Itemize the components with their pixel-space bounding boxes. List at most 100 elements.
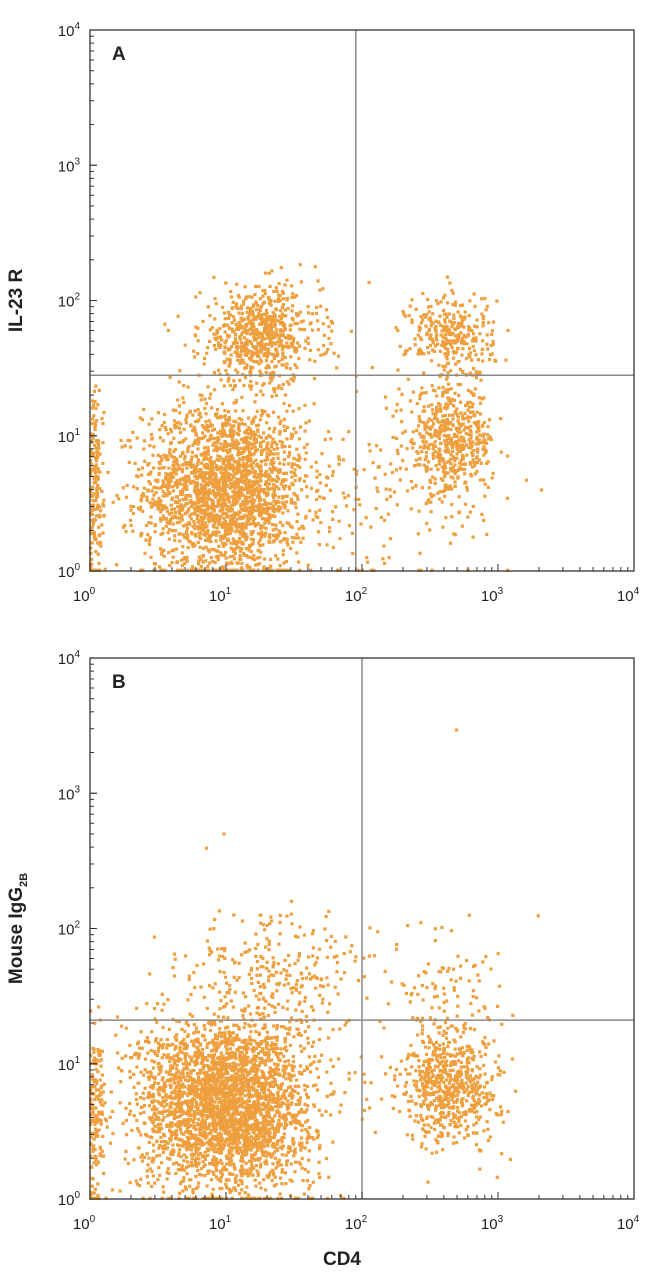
event-dot: [362, 468, 366, 472]
event-dot: [256, 462, 260, 466]
event-dot: [239, 1069, 244, 1073]
event-dot: [299, 280, 303, 284]
event-dot: [429, 500, 433, 504]
event-dot: [90, 422, 94, 426]
event-dot: [178, 411, 182, 415]
event-dot: [269, 564, 273, 568]
event-dot: [281, 553, 285, 557]
event-dot: [259, 479, 263, 483]
event-dot: [182, 557, 186, 561]
event-dot: [90, 532, 94, 536]
event-dot: [257, 512, 261, 517]
event-dot: [177, 440, 181, 445]
event-dot: [235, 495, 239, 499]
event-dot: [235, 465, 239, 469]
event-dot: [222, 517, 226, 521]
event-dot: [264, 480, 268, 484]
event-dot: [311, 1008, 315, 1012]
event-dot: [210, 463, 214, 467]
event-dot: [292, 376, 296, 380]
event-dot: [142, 1155, 146, 1159]
event-dot: [224, 490, 228, 494]
event-dot: [141, 568, 145, 572]
event-dot: [203, 530, 207, 534]
event-dot: [222, 360, 226, 364]
event-dot: [166, 531, 170, 535]
event-dot: [469, 446, 473, 450]
event-dot: [214, 474, 218, 478]
event-dot: [252, 558, 257, 562]
event-dot: [232, 318, 237, 322]
event-dot: [441, 457, 445, 461]
event-dot: [247, 543, 252, 548]
event-dot: [244, 1114, 248, 1118]
event-dot: [189, 465, 193, 469]
event-dot: [268, 1131, 272, 1135]
event-dot: [457, 467, 461, 471]
event-dot: [260, 409, 264, 413]
event-dot: [281, 354, 285, 358]
event-dot: [216, 555, 220, 559]
event-dot: [198, 545, 202, 549]
event-dot: [241, 331, 245, 335]
event-dot: [227, 568, 232, 572]
event-dot: [291, 409, 295, 413]
event-dot: [468, 440, 472, 444]
event-dot: [196, 442, 200, 446]
event-dot: [445, 339, 449, 343]
event-dot: [236, 449, 240, 453]
event-dot: [194, 1102, 199, 1106]
event-dot: [157, 496, 161, 501]
event-dot: [444, 364, 448, 368]
event-dot: [427, 305, 431, 309]
event-dot: [454, 362, 458, 366]
event-dot: [468, 326, 472, 330]
event-dot: [309, 465, 313, 469]
event-dot: [304, 421, 308, 425]
event-dot: [206, 305, 210, 309]
event-dot: [94, 514, 98, 518]
event-dot: [200, 520, 204, 524]
event-dot: [289, 377, 293, 381]
event-dot: [460, 467, 464, 471]
event-dot: [255, 486, 259, 491]
event-dot: [186, 479, 190, 483]
event-dot: [331, 1092, 335, 1096]
event-dot: [334, 505, 338, 509]
event-dot: [225, 561, 229, 565]
event-dot: [279, 1145, 283, 1149]
event-dot: [210, 473, 214, 477]
event-dot: [239, 307, 243, 311]
event-dot: [260, 332, 264, 336]
event-dot: [92, 477, 96, 481]
event-dot: [245, 501, 249, 506]
event-dot: [233, 1177, 237, 1181]
event-dot: [272, 461, 276, 465]
event-dot: [297, 536, 301, 540]
event-dot: [273, 322, 277, 327]
event-dot: [213, 336, 217, 340]
event-dot: [234, 1188, 238, 1192]
event-dot: [241, 458, 245, 462]
event-dot: [210, 326, 214, 330]
event-dot: [457, 393, 461, 398]
event-dot: [265, 457, 269, 461]
event-dot: [224, 484, 228, 488]
event-dot: [471, 440, 475, 444]
event-dot: [275, 1142, 280, 1146]
event-dot: [173, 447, 177, 451]
event-dot: [223, 475, 227, 479]
event-dot: [98, 487, 102, 491]
event-dot: [180, 1144, 185, 1148]
event-dot: [284, 559, 289, 564]
event-dot: [177, 480, 181, 485]
event-dot: [283, 428, 287, 433]
event-dot: [209, 433, 213, 437]
event-dot: [270, 452, 274, 456]
event-dot: [524, 478, 529, 482]
event-dot: [179, 568, 183, 572]
event-dot: [261, 1026, 265, 1030]
event-dot: [451, 455, 455, 459]
event-dot: [243, 498, 247, 502]
event-dot: [144, 538, 148, 542]
